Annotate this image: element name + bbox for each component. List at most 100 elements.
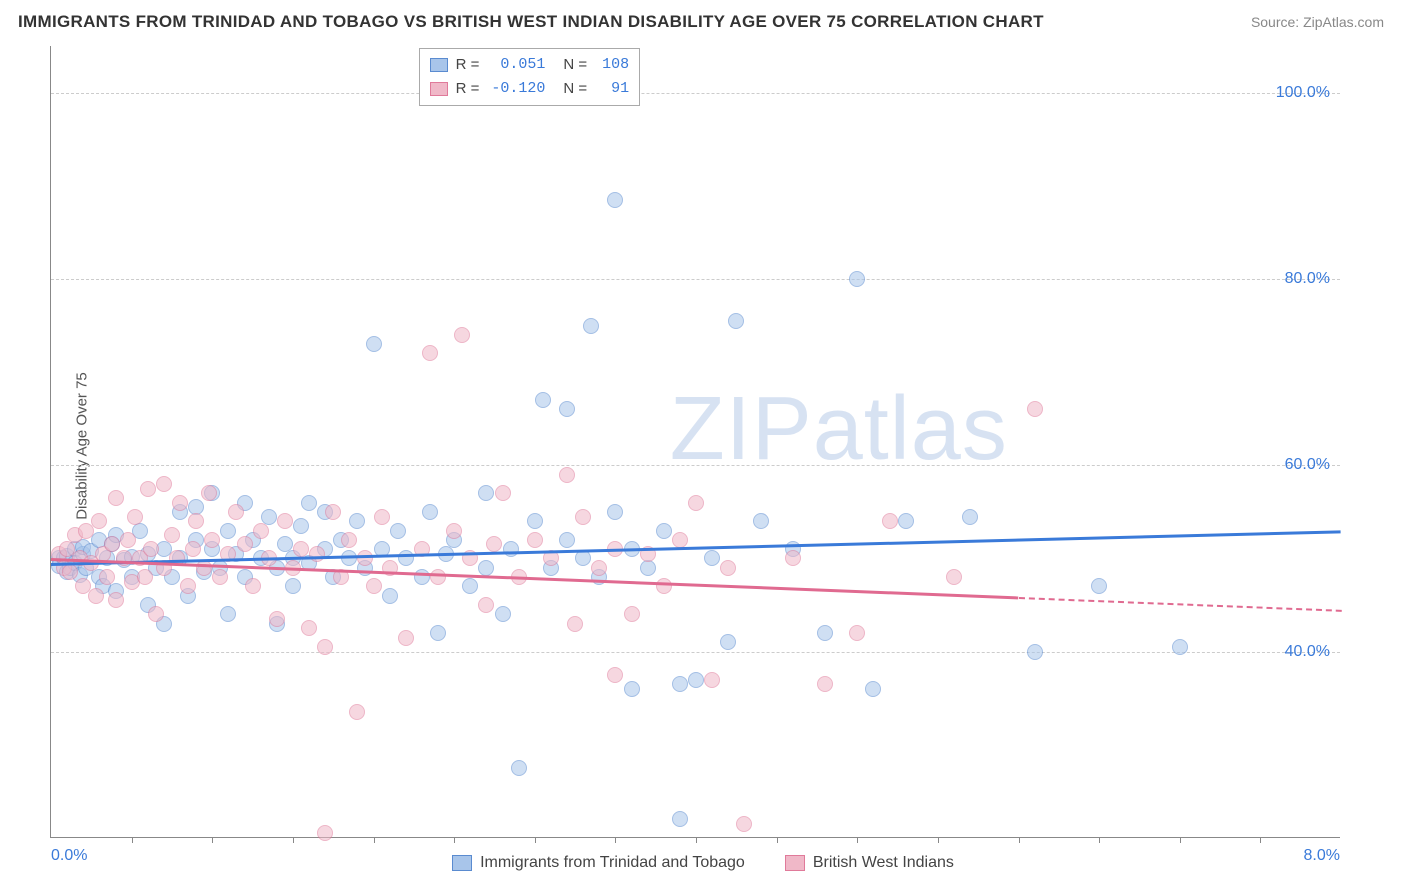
gridline xyxy=(51,465,1340,466)
scatter-point-trinidad xyxy=(220,523,236,539)
scatter-point-bwi xyxy=(108,592,124,608)
scatter-point-bwi xyxy=(317,825,333,841)
scatter-point-trinidad xyxy=(607,504,623,520)
scatter-point-trinidad xyxy=(478,485,494,501)
scatter-point-trinidad xyxy=(1091,578,1107,594)
scatter-point-bwi xyxy=(156,476,172,492)
scatter-point-trinidad xyxy=(535,392,551,408)
stats-n-value-bwi: 91 xyxy=(595,77,629,101)
y-tick-label: 100.0% xyxy=(1276,84,1330,102)
source-value: ZipAtlas.com xyxy=(1303,14,1384,30)
scatter-point-bwi xyxy=(785,550,801,566)
scatter-point-trinidad xyxy=(559,532,575,548)
gridline xyxy=(51,652,1340,653)
x-tick-mark xyxy=(1260,837,1261,843)
scatter-point-trinidad xyxy=(624,681,640,697)
stats-r-label: R = xyxy=(456,77,480,101)
scatter-point-trinidad xyxy=(753,513,769,529)
scatter-point-trinidad xyxy=(390,523,406,539)
legend-item-bwi: British West Indians xyxy=(785,854,954,872)
scatter-point-bwi xyxy=(672,532,688,548)
legend-swatch-bwi xyxy=(785,855,805,871)
stats-r-value-bwi: -0.120 xyxy=(487,77,545,101)
scatter-point-bwi xyxy=(446,523,462,539)
scatter-point-trinidad xyxy=(728,313,744,329)
scatter-point-bwi xyxy=(478,597,494,613)
scatter-point-bwi xyxy=(567,616,583,632)
scatter-point-trinidad xyxy=(366,336,382,352)
stats-row-bwi: R = -0.120 N = 91 xyxy=(430,77,630,101)
legend-label-bwi: British West Indians xyxy=(813,854,954,872)
trendline-bwi-solid xyxy=(51,558,1019,599)
y-tick-label: 60.0% xyxy=(1285,456,1330,474)
scatter-point-trinidad xyxy=(293,518,309,534)
scatter-plot-area: ZIPatlas 40.0%60.0%80.0%100.0%0.0%8.0%R … xyxy=(50,46,1340,838)
scatter-point-trinidad xyxy=(301,495,317,511)
scatter-point-bwi xyxy=(172,495,188,511)
legend-swatch-trinidad xyxy=(452,855,472,871)
scatter-point-trinidad xyxy=(511,760,527,776)
scatter-point-trinidad xyxy=(583,318,599,334)
scatter-point-bwi xyxy=(88,588,104,604)
scatter-point-bwi xyxy=(293,541,309,557)
scatter-point-trinidad xyxy=(478,560,494,576)
scatter-point-bwi xyxy=(201,485,217,501)
x-tick-mark xyxy=(777,837,778,843)
scatter-point-trinidad xyxy=(430,625,446,641)
stats-r-label: R = xyxy=(456,53,480,77)
scatter-point-trinidad xyxy=(962,509,978,525)
scatter-point-bwi xyxy=(495,485,511,501)
stats-n-label: N = xyxy=(563,77,587,101)
x-tick-mark xyxy=(1099,837,1100,843)
scatter-point-bwi xyxy=(269,611,285,627)
scatter-point-bwi xyxy=(196,560,212,576)
stats-row-trinidad: R =0.051N =108 xyxy=(430,53,630,77)
scatter-point-bwi xyxy=(607,667,623,683)
bottom-legend: Immigrants from Trinidad and Tobago Brit… xyxy=(0,854,1406,872)
scatter-point-bwi xyxy=(143,541,159,557)
scatter-point-bwi xyxy=(688,495,704,511)
scatter-point-bwi xyxy=(127,509,143,525)
scatter-point-bwi xyxy=(656,578,672,594)
x-tick-mark xyxy=(374,837,375,843)
scatter-point-bwi xyxy=(309,546,325,562)
scatter-point-trinidad xyxy=(849,271,865,287)
source-prefix: Source: xyxy=(1251,14,1303,30)
scatter-point-trinidad xyxy=(349,513,365,529)
x-tick-mark xyxy=(132,837,133,843)
scatter-point-bwi xyxy=(228,504,244,520)
scatter-point-bwi xyxy=(325,504,341,520)
scatter-point-trinidad xyxy=(865,681,881,697)
scatter-point-trinidad xyxy=(422,504,438,520)
scatter-point-bwi xyxy=(140,481,156,497)
scatter-point-trinidad xyxy=(341,550,357,566)
scatter-point-bwi xyxy=(430,569,446,585)
scatter-point-bwi xyxy=(624,606,640,622)
stats-n-value-trinidad: 108 xyxy=(595,53,629,77)
x-tick-mark xyxy=(535,837,536,843)
scatter-point-trinidad xyxy=(898,513,914,529)
scatter-point-bwi xyxy=(253,523,269,539)
scatter-point-trinidad xyxy=(688,672,704,688)
scatter-point-bwi xyxy=(188,513,204,529)
scatter-point-bwi xyxy=(817,676,833,692)
chart-title: IMMIGRANTS FROM TRINIDAD AND TOBAGO VS B… xyxy=(18,12,1044,32)
scatter-point-bwi xyxy=(137,569,153,585)
scatter-point-trinidad xyxy=(656,523,672,539)
scatter-point-bwi xyxy=(946,569,962,585)
x-tick-mark xyxy=(454,837,455,843)
scatter-point-bwi xyxy=(212,569,228,585)
scatter-point-bwi xyxy=(341,532,357,548)
x-tick-mark xyxy=(857,837,858,843)
source-label: Source: ZipAtlas.com xyxy=(1251,14,1384,30)
stats-swatch-trinidad xyxy=(430,58,448,72)
x-tick-mark xyxy=(938,837,939,843)
x-tick-mark xyxy=(293,837,294,843)
legend-label-trinidad: Immigrants from Trinidad and Tobago xyxy=(480,854,745,872)
scatter-point-trinidad xyxy=(1027,644,1043,660)
watermark-bold: ZIP xyxy=(670,379,813,479)
scatter-point-bwi xyxy=(357,550,373,566)
scatter-point-trinidad xyxy=(495,606,511,622)
scatter-point-bwi xyxy=(374,509,390,525)
watermark-thin: atlas xyxy=(813,379,1008,479)
